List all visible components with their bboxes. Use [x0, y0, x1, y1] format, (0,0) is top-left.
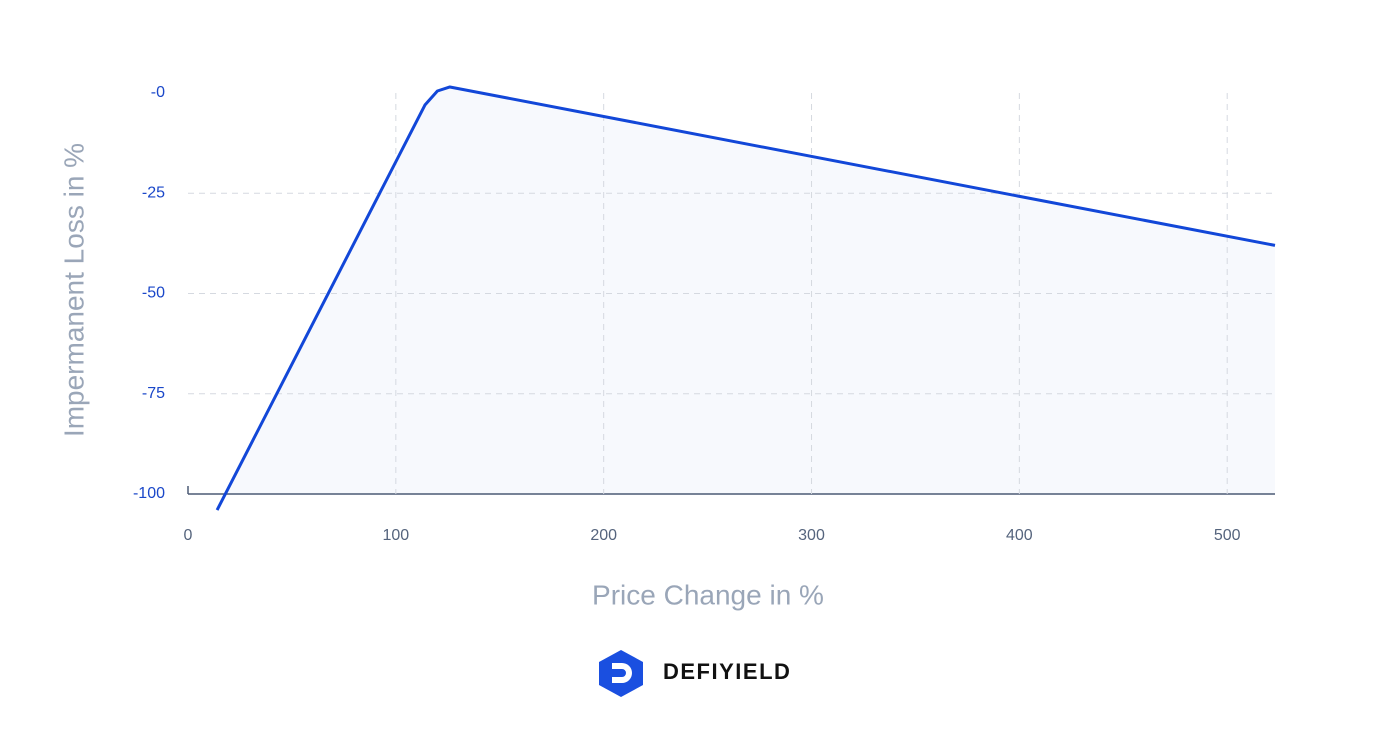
x-tick-label: 300 [798, 527, 825, 544]
logo-glyph [612, 663, 632, 683]
y-tick-label: -50 [142, 285, 165, 302]
y-tick-label: -75 [142, 385, 165, 402]
logo: DEFIYIELD [599, 650, 791, 697]
logo-icon [599, 650, 643, 697]
y-axis-title: Impermanent Loss in % [58, 143, 89, 437]
y-tick-label: -100 [133, 485, 165, 502]
y-tick-label: -0 [151, 84, 165, 101]
y-tick-label: -25 [142, 184, 165, 201]
line [215, 85, 1276, 511]
x-tick-label: 100 [382, 527, 409, 544]
x-tick-label: 0 [184, 527, 193, 544]
x-tick-label: 400 [1006, 527, 1033, 544]
x-tick-label: 500 [1214, 527, 1241, 544]
brand-name: DEFIYIELD [663, 659, 791, 684]
area-fill [217, 86, 1275, 494]
x-tick-label: 200 [590, 527, 617, 544]
x-axis-title: Price Change in % [592, 579, 824, 610]
